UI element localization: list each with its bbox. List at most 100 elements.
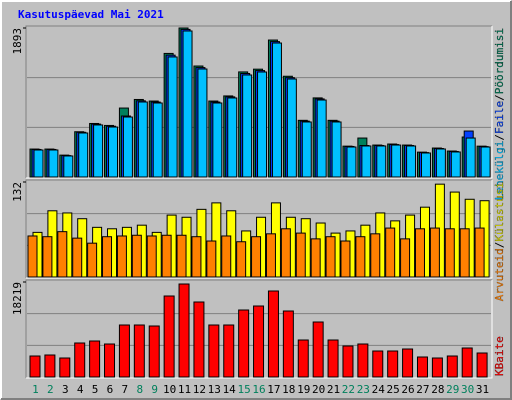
bar [385,227,396,278]
bar [346,146,357,178]
bar [376,145,387,178]
bar [242,74,253,178]
bar [297,339,309,378]
x-tick-label: 28 [431,383,444,396]
y-tick-label: 18219 [11,282,24,315]
bar [146,235,157,278]
bar [474,227,485,278]
bar [178,283,190,378]
legend-entry: Lehekülgi [493,141,506,201]
bar [236,241,247,278]
bar [221,235,232,278]
bar [400,238,411,278]
bar [238,309,250,378]
legend-entry: Arvuteid [493,248,506,301]
x-tick-label: 23 [357,383,370,396]
bar [193,301,205,378]
bar [191,236,202,278]
bar [63,155,74,178]
x-tick-label: 5 [92,383,99,396]
x-tick-label: 14 [223,383,237,396]
bar [310,238,321,278]
legend: Arvuteid/Külastusi [493,182,506,301]
bar [44,354,56,378]
bar [227,97,238,178]
bar [251,236,262,278]
bar [182,30,193,178]
panel-shadow [25,279,492,378]
bar [265,233,276,278]
bar [429,227,440,278]
bar [59,357,71,378]
bar [357,343,369,378]
bar [78,132,89,178]
x-tick-label: 10 [163,383,176,396]
bar [286,78,297,178]
bar [48,149,59,178]
x-tick-label: 24 [372,383,386,396]
bar [253,305,265,378]
bar [461,347,473,378]
bar [122,116,133,178]
x-tick-label: 21 [327,383,340,396]
x-tick-label: 18 [282,383,295,396]
x-tick-label: 13 [208,383,221,396]
bar [416,356,428,378]
bar [42,236,53,278]
bar [406,145,417,178]
bar [480,146,491,178]
bar [104,343,116,378]
bar [167,56,178,178]
x-tick-label: 12 [193,383,206,396]
x-tick-label: 6 [107,383,114,396]
bar [355,236,366,278]
bar [420,152,431,178]
bar [102,236,113,278]
bar [476,352,488,378]
bar [327,339,339,378]
x-tick-label: 15 [237,383,250,396]
chart-title: Kasutuspäevad Mai 2021 [18,8,164,21]
bar [372,350,384,378]
bar [206,240,217,278]
bar [133,324,145,378]
bar [118,324,130,378]
bar [161,234,172,278]
bar [212,102,223,178]
bar [33,149,44,178]
bar [137,101,148,178]
x-tick-label: 1 [32,383,39,396]
legend: Lehekülgi/Faile/Pöördumisi [493,28,506,200]
bar [131,234,142,278]
bar [152,102,163,178]
bar [267,290,279,378]
x-tick-label: 27 [416,383,429,396]
x-tick-label: 8 [136,383,143,396]
x-tick-label: 20 [312,383,325,396]
x-tick-label: 29 [446,383,459,396]
bar [331,121,342,178]
bar [29,355,41,378]
bar [72,237,83,278]
x-tick-label: 22 [342,383,355,396]
legend: KBaite [493,336,506,376]
bar [444,228,455,278]
legend-separator: / [493,242,506,249]
x-tick-label: 26 [401,383,414,396]
x-tick-label: 3 [62,383,69,396]
bar [148,325,160,378]
bar [257,71,268,178]
x-tick-label: 4 [77,383,84,396]
bar [316,99,327,178]
bar [223,324,235,378]
x-tick-label: 9 [151,383,158,396]
bar [431,357,443,378]
x-tick-label: 11 [178,383,191,396]
legend-entry: Külastusi [493,182,506,242]
bar [93,124,104,178]
bar [282,310,294,378]
bar [370,233,381,278]
